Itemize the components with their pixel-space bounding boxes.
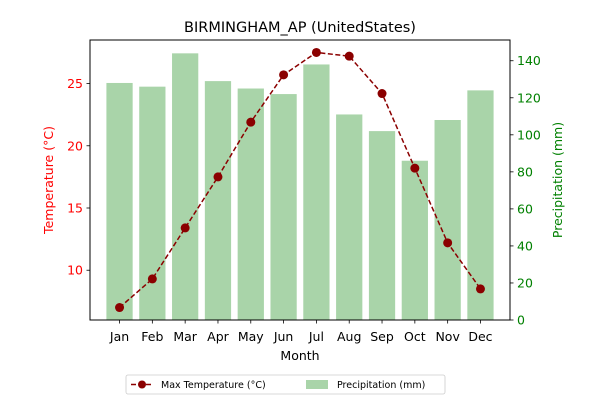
- temperature-point-jun: [279, 70, 289, 80]
- y-right-tick-label-120: 120: [517, 90, 541, 105]
- y-right-tick-label-0: 0: [517, 313, 525, 328]
- temperature-point-may: [246, 117, 256, 127]
- precip-bar-jun: [270, 94, 297, 321]
- legend-label-precipitation: Precipitation (mm): [337, 380, 425, 391]
- temperature-point-oct: [410, 163, 420, 173]
- y-right-ticks-group: 0 20 40 60 80 100 120 140: [510, 53, 541, 328]
- precip-bar-dec: [467, 90, 494, 321]
- plot-frame: [89, 39, 511, 321]
- temperature-point-jul: [311, 47, 321, 57]
- precip-bar-feb: [139, 86, 166, 321]
- legend: Max Temperature (°C) Precipitation (mm): [125, 374, 446, 395]
- y-right-tick-label-100: 100: [517, 127, 541, 142]
- precip-bar-apr: [204, 81, 232, 320]
- x-tick-label-sep: Sep: [370, 329, 394, 344]
- temperature-point-apr: [213, 172, 223, 182]
- temperature-point-aug: [344, 51, 354, 61]
- x-ticks-group: Jan Feb Mar Apr May Jun Jul Aug Sep Oct Nov Dec: [109, 320, 493, 344]
- temperature-point-jan: [115, 303, 125, 313]
- temperature-point-feb: [147, 274, 157, 284]
- precip-bar-jan: [106, 82, 133, 321]
- legend-line-marker: [138, 380, 146, 389]
- y-left-tick-label-10: 10: [67, 263, 83, 278]
- legend-label-temperature: Max Temperature (°C): [161, 380, 266, 391]
- bars-group: [106, 53, 494, 321]
- y-right-tick-label-20: 20: [517, 275, 533, 290]
- precip-bar-oct: [401, 160, 428, 320]
- x-tick-label-mar: Mar: [173, 329, 197, 344]
- precip-bar-nov: [434, 120, 461, 320]
- y-left-tick-label-20: 20: [67, 138, 83, 153]
- temperature-line: [119, 51, 482, 309]
- x-tick-label-oct: Oct: [404, 329, 426, 344]
- temperature-point-mar: [180, 223, 190, 233]
- temperature-point-nov: [443, 238, 453, 248]
- y-right-tick-label-140: 140: [517, 53, 541, 68]
- line-group: [115, 47, 485, 313]
- y-left-tick-label-25: 25: [67, 76, 83, 91]
- x-tick-label-apr: Apr: [207, 329, 229, 344]
- y-right-tick-label-40: 40: [517, 238, 533, 253]
- precip-bar-mar: [172, 53, 199, 320]
- precip-bar-jul: [303, 64, 330, 320]
- chart-title: BIRMINGHAM_AP (UnitedStates): [184, 20, 416, 36]
- y-right-axis-label: Precipitation (mm): [550, 122, 565, 238]
- legend-bar-swatch: [306, 380, 328, 389]
- x-tick-label-jun: Jun: [273, 329, 294, 344]
- precip-bar-sep: [368, 131, 396, 320]
- y-right-tick-label-80: 80: [517, 164, 533, 179]
- x-tick-label-feb: Feb: [141, 329, 163, 344]
- x-tick-label-jan: Jan: [109, 329, 129, 344]
- x-tick-label-may: May: [238, 329, 264, 344]
- x-tick-label-dec: Dec: [468, 329, 492, 344]
- y-left-tick-label-15: 15: [67, 201, 83, 216]
- x-tick-label-nov: Nov: [435, 329, 460, 344]
- y-right-tick-label-60: 60: [517, 201, 533, 216]
- y-left-axis-label: Temperature (°C): [41, 126, 56, 235]
- precip-bar-aug: [336, 114, 363, 320]
- temperature-point-sep: [377, 89, 387, 99]
- x-tick-label-aug: Aug: [337, 329, 361, 344]
- x-tick-label-jul: Jul: [308, 329, 324, 344]
- precip-bar-may: [237, 88, 264, 320]
- legend-frame: [125, 374, 446, 395]
- y-left-ticks-group: 10 15 20 25: [67, 76, 90, 278]
- x-axis-label: Month: [280, 348, 319, 363]
- temperature-point-dec: [475, 284, 485, 294]
